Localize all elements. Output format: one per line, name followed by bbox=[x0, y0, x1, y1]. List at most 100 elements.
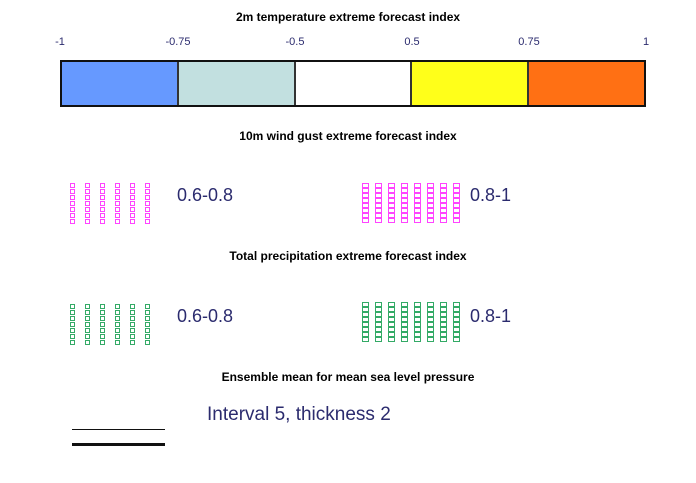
hatch-cell bbox=[100, 183, 105, 188]
hatch-cell bbox=[100, 201, 105, 206]
hatch-column bbox=[115, 183, 120, 224]
hatch-cell bbox=[100, 304, 105, 309]
hatch-cell bbox=[440, 218, 447, 223]
colorbar-segment bbox=[527, 62, 644, 105]
hatch-cell bbox=[414, 198, 421, 203]
hatch-cell bbox=[414, 317, 421, 322]
colorbar-segment bbox=[293, 62, 411, 105]
hatch-cell bbox=[388, 337, 395, 342]
hatch-cell bbox=[85, 195, 90, 200]
hatch-cell bbox=[440, 213, 447, 218]
hatch-cell bbox=[375, 198, 382, 203]
hatch-cell bbox=[145, 189, 150, 194]
colorbar-tick-label: -0.5 bbox=[285, 36, 305, 48]
hatch-cell bbox=[414, 307, 421, 312]
hatch-cell bbox=[362, 312, 369, 317]
hatch-cell bbox=[401, 302, 408, 307]
hatch-cell bbox=[453, 312, 460, 317]
hatch-cell bbox=[414, 213, 421, 218]
hatch-cell bbox=[427, 302, 434, 307]
hatch-cell bbox=[85, 334, 90, 339]
hatch-cell bbox=[100, 328, 105, 333]
hatch-cell bbox=[130, 304, 135, 309]
hatch-cell bbox=[401, 218, 408, 223]
hatch-cell bbox=[100, 340, 105, 345]
hatch-column bbox=[85, 304, 90, 345]
precipitation-hatch-dense bbox=[362, 302, 460, 342]
contour-line-thin bbox=[72, 429, 165, 430]
hatch-cell bbox=[388, 213, 395, 218]
hatch-cell bbox=[375, 183, 382, 188]
hatch-cell bbox=[427, 208, 434, 213]
hatch-cell bbox=[414, 332, 421, 337]
hatch-column bbox=[375, 183, 382, 223]
hatch-cell bbox=[115, 316, 120, 321]
temperature-colorbar bbox=[60, 60, 646, 107]
hatch-cell bbox=[362, 337, 369, 342]
hatch-cell bbox=[70, 340, 75, 345]
hatch-cell bbox=[401, 208, 408, 213]
hatch-cell bbox=[375, 317, 382, 322]
hatch-cell bbox=[362, 302, 369, 307]
precipitation-range-label-high: 0.8-1 bbox=[470, 306, 512, 326]
hatch-cell bbox=[388, 203, 395, 208]
hatch-cell bbox=[115, 328, 120, 333]
hatch-cell bbox=[85, 310, 90, 315]
hatch-cell bbox=[115, 219, 120, 224]
hatch-cell bbox=[145, 219, 150, 224]
hatch-cell bbox=[440, 317, 447, 322]
hatch-cell bbox=[388, 183, 395, 188]
colorbar-segment bbox=[176, 62, 294, 105]
hatch-cell bbox=[427, 317, 434, 322]
hatch-cell bbox=[414, 337, 421, 342]
hatch-cell bbox=[440, 208, 447, 213]
colorbar-tick-label: -1 bbox=[55, 36, 65, 48]
hatch-column bbox=[70, 304, 75, 345]
hatch-cell bbox=[427, 327, 434, 332]
hatch-column bbox=[375, 302, 382, 342]
hatch-cell bbox=[115, 334, 120, 339]
hatch-cell bbox=[70, 189, 75, 194]
hatch-cell bbox=[70, 328, 75, 333]
hatch-cell bbox=[145, 310, 150, 315]
contour-line-thick bbox=[72, 443, 165, 446]
hatch-cell bbox=[115, 304, 120, 309]
hatch-cell bbox=[145, 183, 150, 188]
hatch-cell bbox=[70, 219, 75, 224]
hatch-cell bbox=[401, 198, 408, 203]
hatch-cell bbox=[414, 208, 421, 213]
hatch-cell bbox=[453, 337, 460, 342]
hatch-cell bbox=[375, 208, 382, 213]
hatch-cell bbox=[100, 195, 105, 200]
hatch-cell bbox=[100, 207, 105, 212]
hatch-cell bbox=[440, 332, 447, 337]
hatch-cell bbox=[85, 316, 90, 321]
hatch-cell bbox=[427, 307, 434, 312]
hatch-cell bbox=[85, 189, 90, 194]
hatch-cell bbox=[130, 201, 135, 206]
hatch-column bbox=[453, 302, 460, 342]
hatch-cell bbox=[401, 203, 408, 208]
hatch-cell bbox=[70, 201, 75, 206]
hatch-cell bbox=[85, 328, 90, 333]
hatch-cell bbox=[375, 213, 382, 218]
hatch-cell bbox=[414, 302, 421, 307]
hatch-cell bbox=[115, 183, 120, 188]
hatch-cell bbox=[375, 327, 382, 332]
hatch-cell bbox=[85, 201, 90, 206]
hatch-cell bbox=[130, 189, 135, 194]
hatch-cell bbox=[70, 322, 75, 327]
hatch-cell bbox=[453, 183, 460, 188]
hatch-cell bbox=[401, 332, 408, 337]
precipitation-title: Total precipitation extreme forecast ind… bbox=[229, 249, 467, 263]
hatch-cell bbox=[145, 201, 150, 206]
hatch-cell bbox=[401, 317, 408, 322]
hatch-cell bbox=[362, 203, 369, 208]
hatch-column bbox=[70, 183, 75, 224]
hatch-column bbox=[115, 304, 120, 345]
hatch-cell bbox=[427, 312, 434, 317]
hatch-cell bbox=[145, 334, 150, 339]
hatch-cell bbox=[145, 340, 150, 345]
hatch-cell bbox=[70, 213, 75, 218]
hatch-cell bbox=[414, 327, 421, 332]
